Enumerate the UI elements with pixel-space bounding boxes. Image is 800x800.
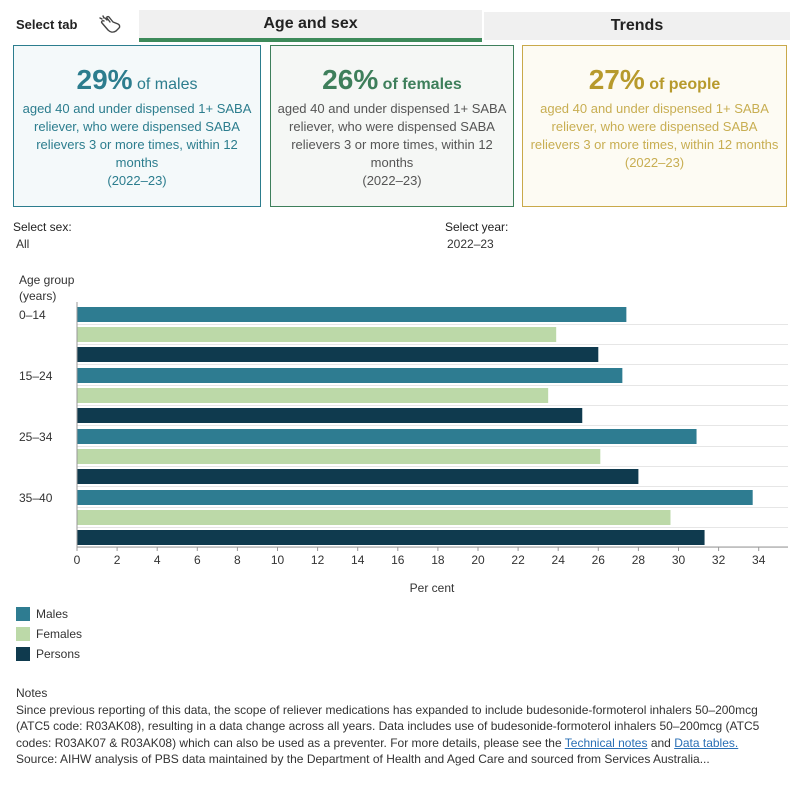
x-tick-label: 34 <box>752 553 766 567</box>
summary-card-people: 27% of people aged 40 and under dispense… <box>522 45 787 207</box>
legend-swatch <box>16 647 30 661</box>
bar-males-0[interactable] <box>77 307 627 322</box>
select-year-dropdown[interactable]: 2022–23 <box>447 237 494 251</box>
bar-persons-1[interactable] <box>77 408 583 423</box>
summary-card-females: 26% of females aged 40 and under dispens… <box>270 45 514 207</box>
x-tick-label: 16 <box>391 553 405 567</box>
x-tick-label: 10 <box>271 553 285 567</box>
bar-females-3[interactable] <box>77 510 671 525</box>
notes-heading: Notes <box>16 686 48 700</box>
legend-swatch <box>16 627 30 641</box>
females-description: aged 40 and under dispensed 1+ SABA reli… <box>277 101 507 170</box>
notes-body: Since previous reporting of this data, t… <box>16 702 760 750</box>
legend-item-males[interactable]: Males <box>16 607 68 621</box>
x-tick-label: 8 <box>234 553 241 567</box>
notes-section: Notes Since previous reporting of this d… <box>16 685 786 768</box>
category-label: 15–24 <box>19 369 53 383</box>
category-label: 35–40 <box>19 491 53 505</box>
tab-age-and-sex[interactable]: Age and sex <box>139 10 482 42</box>
category-label: 25–34 <box>19 430 53 444</box>
males-description: aged 40 and under dispensed 1+ SABA reli… <box>22 101 252 170</box>
bar-females-1[interactable] <box>77 388 549 403</box>
males-percent: 29% <box>76 64 133 95</box>
legend-label: Males <box>36 607 69 621</box>
x-tick-label: 22 <box>511 553 525 567</box>
x-tick-label: 28 <box>632 553 646 567</box>
legend-item-females[interactable]: Females <box>16 627 82 641</box>
people-of-label: of people <box>649 76 721 93</box>
data-tables-link[interactable]: Data tables. <box>674 735 739 750</box>
x-axis-title: Per cent <box>410 581 455 595</box>
x-tick-label: 26 <box>592 553 606 567</box>
y-axis-title-line2: (years) <box>19 289 56 303</box>
x-tick-label: 24 <box>552 553 566 567</box>
summary-card-males: 29% of males aged 40 and under dispensed… <box>13 45 261 207</box>
bar-chart: Age group (years) 0–14 15–24 25–34 35–40 0 2… <box>19 273 788 595</box>
bar-females-2[interactable] <box>77 449 601 464</box>
bar-persons-2[interactable] <box>77 469 639 484</box>
females-year: (2022–23) <box>362 173 422 188</box>
x-tick-label: 14 <box>351 553 365 567</box>
x-tick-label: 4 <box>154 553 161 567</box>
people-description: aged 40 and under dispensed 1+ SABA reli… <box>530 101 779 152</box>
x-tick-label: 20 <box>471 553 485 567</box>
bar-persons-3[interactable] <box>77 530 705 545</box>
bar-males-2[interactable] <box>77 429 697 444</box>
select-year-label: Select year: <box>445 220 509 234</box>
tab-trends[interactable]: Trends <box>484 12 790 40</box>
legend-swatch <box>16 607 30 621</box>
x-tick-label: 12 <box>311 553 325 567</box>
bar-persons-0[interactable] <box>77 347 599 362</box>
technical-notes-link[interactable]: Technical notes <box>564 735 648 750</box>
x-tick-label: 6 <box>194 553 201 567</box>
legend-label: Persons <box>36 647 81 661</box>
select-tab-label: Select tab <box>16 17 78 32</box>
bar-females-0[interactable] <box>77 327 557 342</box>
x-tick-label: 32 <box>712 553 726 567</box>
x-tick-label: 2 <box>114 553 121 567</box>
people-percent: 27% <box>588 64 645 95</box>
notes-source: Source: AIHW analysis of PBS data mainta… <box>16 752 710 766</box>
x-tick-label: 0 <box>74 553 81 567</box>
females-of-label: of females <box>382 76 462 93</box>
x-tick-label: 18 <box>431 553 445 567</box>
y-axis-title: Age group <box>19 273 75 287</box>
females-percent: 26% <box>322 64 379 95</box>
legend-label: Females <box>36 627 83 641</box>
x-tick-label: 30 <box>672 553 686 567</box>
hand-pointer-icon <box>96 12 124 36</box>
males-year: (2022–23) <box>107 173 167 188</box>
select-sex-label: Select sex: <box>13 220 72 234</box>
select-sex-dropdown[interactable]: All <box>16 237 30 251</box>
bar-males-1[interactable] <box>77 368 623 383</box>
bar-males-3[interactable] <box>77 490 753 505</box>
category-label: 0–14 <box>19 308 46 322</box>
legend-item-persons[interactable]: Persons <box>16 647 80 661</box>
males-of-label: of males <box>137 76 198 93</box>
people-year: (2022–23) <box>624 155 685 170</box>
